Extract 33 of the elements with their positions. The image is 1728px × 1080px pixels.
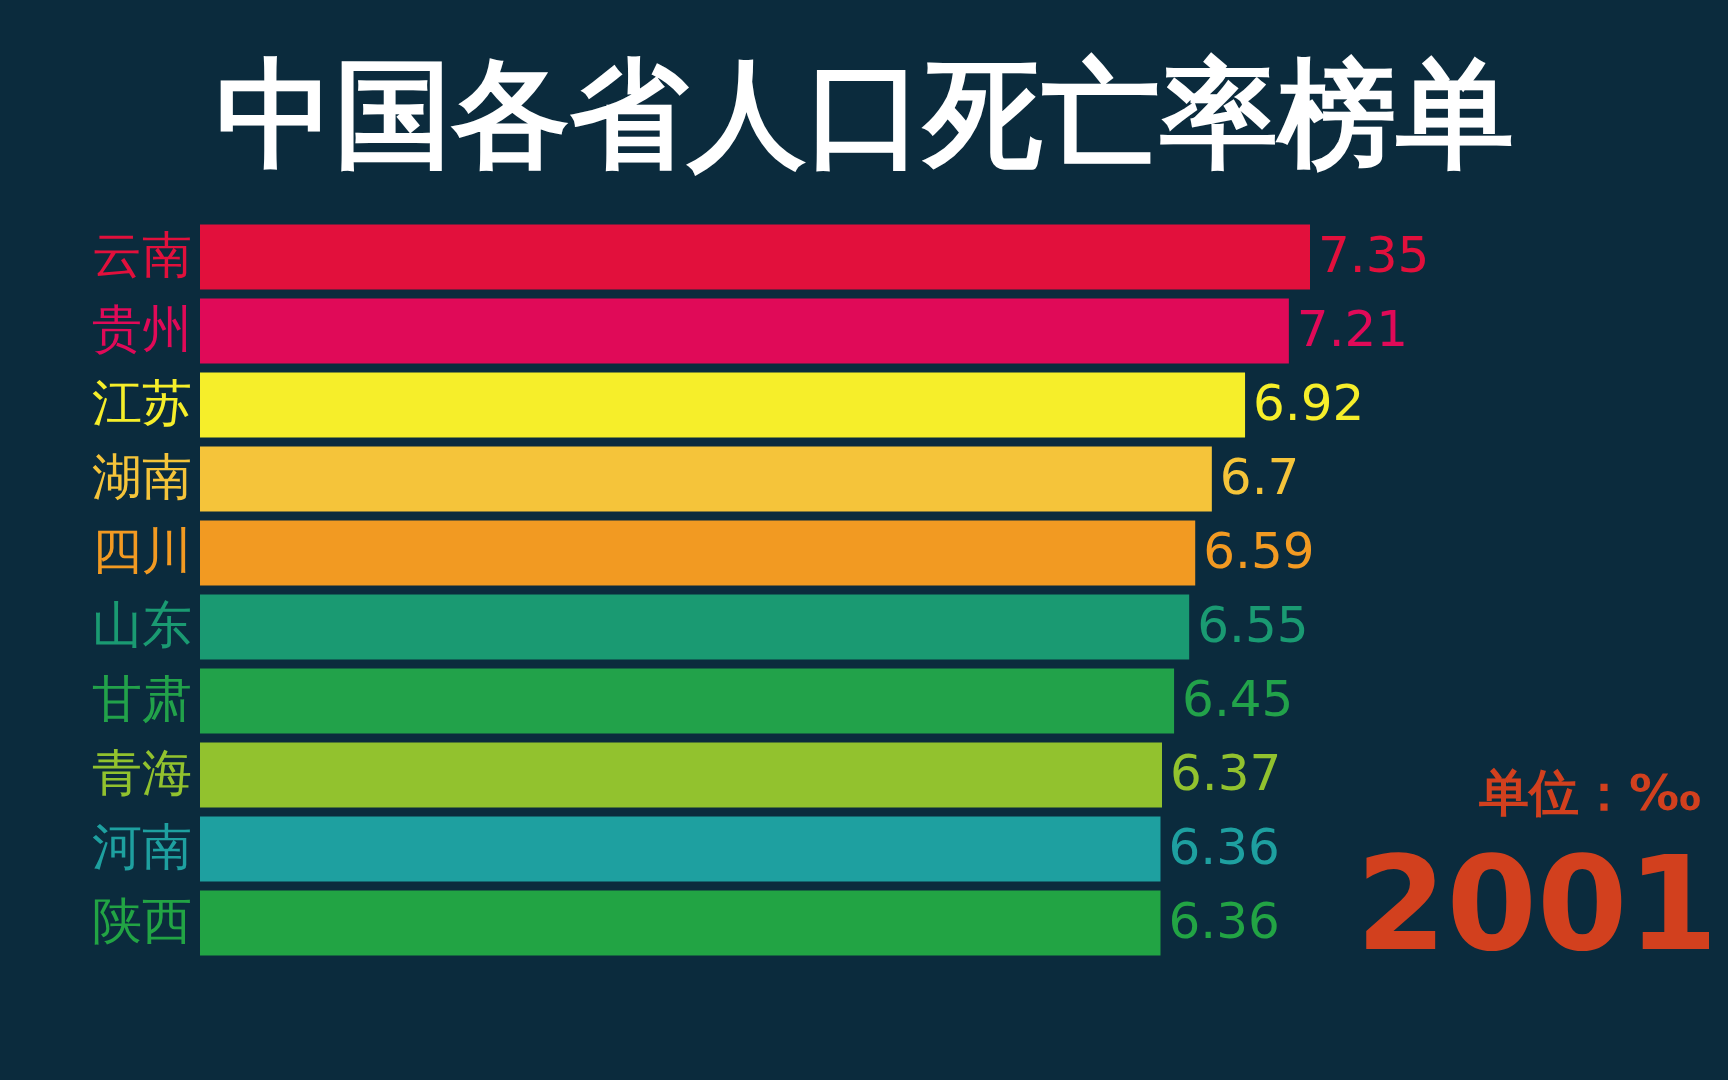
text: 2001	[1356, 828, 1718, 980]
bar	[200, 594, 1190, 660]
data-label: 6.45	[1182, 670, 1294, 728]
y-tick-label: 甘肃	[92, 670, 192, 728]
data-label: 6.7	[1219, 448, 1300, 506]
y-tick-label: 江苏	[92, 374, 192, 432]
data-label: 6.37	[1170, 744, 1282, 802]
text: 单位：‰	[1478, 764, 1701, 822]
y-tick-label: 河南	[92, 818, 192, 876]
data-label: 6.36	[1168, 892, 1280, 950]
bar	[200, 816, 1161, 882]
bar	[200, 446, 1212, 512]
bar	[200, 742, 1162, 808]
chart-title: 中国各省人口死亡率榜单	[216, 45, 1514, 183]
y-tick-label: 山东	[92, 596, 192, 654]
bar	[200, 890, 1161, 956]
y-tick-label: 云南	[92, 226, 192, 284]
bar	[200, 668, 1175, 734]
y-tick-label: 贵州	[92, 300, 192, 358]
bar	[200, 224, 1310, 290]
bar	[200, 520, 1196, 586]
y-tick-label: 青海	[92, 744, 192, 802]
bar	[200, 372, 1246, 438]
y-tick-label: 四川	[92, 522, 192, 580]
bar	[200, 298, 1289, 364]
data-label: 6.36	[1168, 818, 1280, 876]
y-tick-label: 陕西	[92, 892, 192, 950]
y-tick-label: 湖南	[92, 448, 192, 506]
data-label: 6.55	[1197, 596, 1309, 654]
data-label: 7.35	[1318, 226, 1430, 284]
data-label: 7.21	[1296, 300, 1409, 358]
data-label: 6.59	[1203, 522, 1315, 580]
data-label: 6.92	[1253, 374, 1365, 432]
